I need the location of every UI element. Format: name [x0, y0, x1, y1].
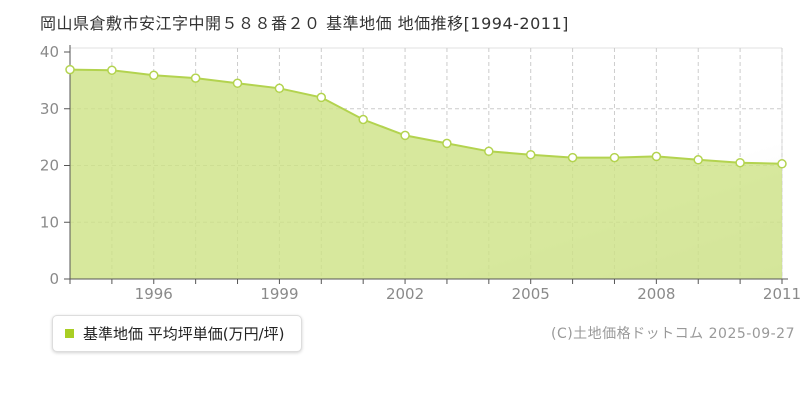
x-axis-label: 2002 — [386, 285, 424, 303]
x-axis-label: 2011 — [763, 285, 800, 303]
legend-label: 基準地価 平均坪単価(万円/坪) — [83, 325, 285, 343]
data-point-marker — [693, 155, 703, 165]
data-point-marker — [484, 146, 494, 157]
y-axis-label: 20 — [40, 157, 59, 175]
data-point-marker — [777, 159, 787, 169]
legend: 基準地価 平均坪単価(万円/坪) — [52, 315, 302, 352]
data-point-marker — [358, 114, 368, 125]
data-point-marker — [442, 138, 452, 149]
copyright-text: (C)土地価格ドットコム 2025-09-27 — [550, 326, 795, 342]
y-axis-label: 30 — [40, 100, 59, 118]
x-axis-label: 1999 — [260, 285, 298, 303]
price-trend-chart: 0 10 20 30 40 1996 1999 2002 2005 2008 2011 — [40, 43, 800, 303]
x-axis-label: 1996 — [135, 285, 173, 303]
data-point-marker — [735, 157, 745, 168]
chart-area: 0 10 20 30 40 1996 1999 2002 2005 2008 2011 — [40, 43, 800, 303]
data-point-marker — [400, 130, 410, 141]
data-point-marker — [65, 64, 75, 75]
x-axis-label: 2005 — [512, 285, 550, 303]
data-point-marker — [525, 149, 536, 160]
data-point-marker — [567, 152, 578, 163]
legend-square-icon — [65, 329, 74, 338]
data-point-marker — [232, 78, 243, 88]
data-point-marker — [274, 83, 285, 94]
data-point-marker — [107, 65, 117, 75]
y-axis-label: 10 — [40, 213, 59, 231]
price-line — [69, 68, 783, 165]
area-fill — [70, 69, 782, 279]
y-axis-label: 0 — [49, 270, 59, 288]
page-title: 岡山県倉敷市安江字中開５８８番２０ 基準地価 地価推移[1994-2011] — [40, 14, 569, 33]
data-point-marker — [609, 152, 620, 163]
y-axis-label: 40 — [40, 43, 59, 61]
data-point-marker — [190, 73, 201, 83]
data-point-marker — [651, 151, 662, 162]
data-point-marker — [316, 92, 327, 103]
x-axis-label: 2008 — [637, 285, 675, 303]
data-point-marker — [149, 70, 159, 81]
